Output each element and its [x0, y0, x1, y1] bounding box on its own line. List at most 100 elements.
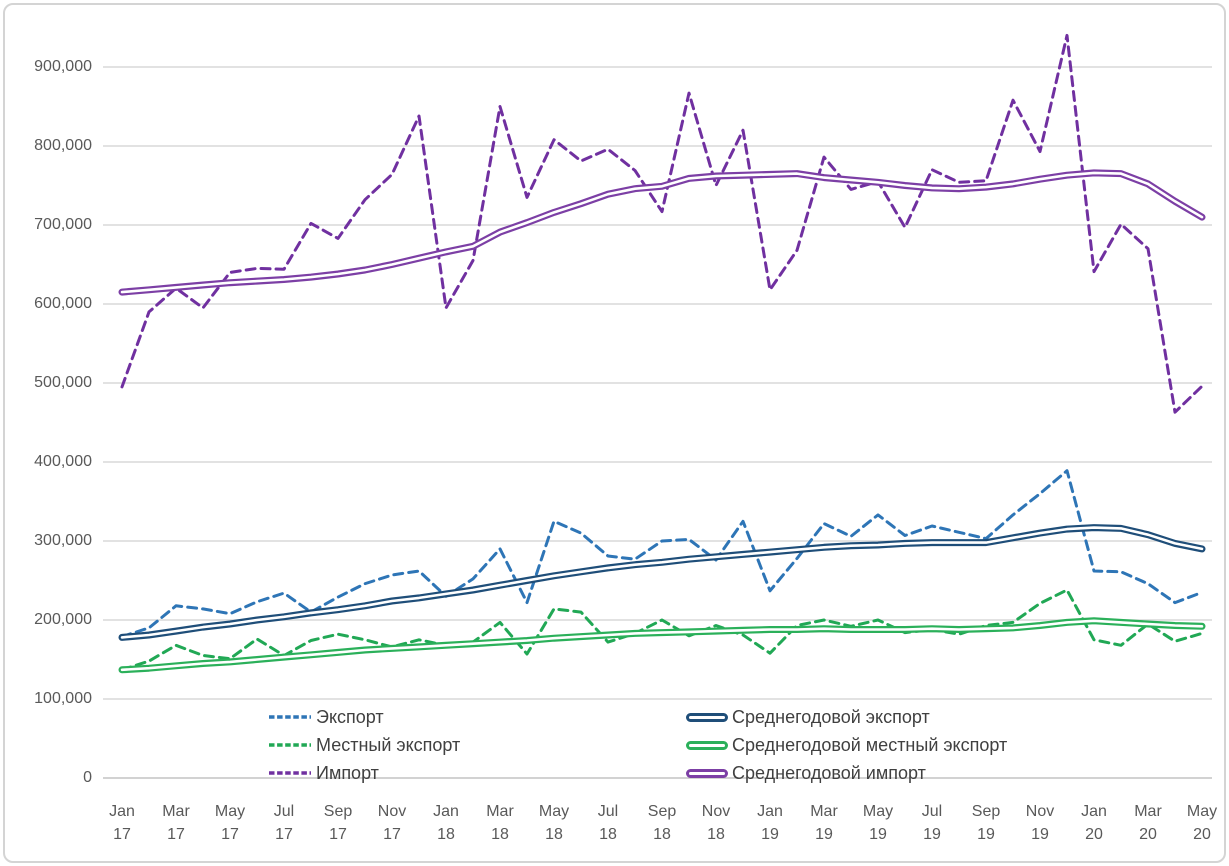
x-axis-label: Mar 20 — [1121, 800, 1175, 846]
x-axis-label: May 18 — [527, 800, 581, 846]
x-axis-label-year: 17 — [113, 826, 131, 843]
avg-import-line — [118, 169, 1206, 296]
x-axis-label-year: 17 — [221, 826, 239, 843]
y-axis-label: 500,000 — [34, 374, 92, 391]
x-axis-label-year: 19 — [869, 826, 887, 843]
x-axis-label-year: 17 — [167, 826, 185, 843]
x-axis-label-month: Mar — [1134, 803, 1162, 820]
x-axis-label-year: 20 — [1085, 826, 1103, 843]
x-axis-label: Jan 17 — [95, 800, 149, 846]
x-axis-label-year: 19 — [815, 826, 833, 843]
avg-import-line-core — [120, 171, 1204, 294]
x-axis-label-year: 18 — [599, 826, 617, 843]
import-line — [120, 33, 1204, 414]
y-axis-label: 900,000 — [34, 58, 92, 75]
x-axis-label-year: 18 — [653, 826, 671, 843]
x-axis-label: Sep 18 — [635, 800, 689, 846]
x-axis-label: Mar 18 — [473, 800, 527, 846]
y-axis-label: 200,000 — [34, 611, 92, 628]
x-axis-label-month: Mar — [486, 803, 514, 820]
x-axis-label-year: 17 — [383, 826, 401, 843]
y-axis-label: 0 — [83, 769, 92, 786]
legend-solid-swatch-icon — [686, 712, 728, 722]
x-axis-label-month: Jul — [597, 803, 619, 820]
y-axis-label: 600,000 — [34, 295, 92, 312]
x-axis-label-month: Sep — [647, 803, 677, 820]
x-axis-label-month: Jul — [921, 803, 943, 820]
x-axis-label-month: Jan — [1081, 803, 1107, 820]
x-axis-label-month: Mar — [810, 803, 838, 820]
legend-label: Среднегодовой импорт — [732, 763, 926, 783]
x-axis-label: Jul 17 — [257, 800, 311, 846]
x-axis-label-year: 18 — [707, 826, 725, 843]
legend-item-avg-import-line: Среднегодовой импорт — [686, 761, 926, 785]
x-axis-label-year: 20 — [1139, 826, 1157, 843]
x-axis-label-year: 18 — [437, 826, 455, 843]
y-axis-label: 800,000 — [34, 137, 92, 154]
legend-item-avg-local-export-line: Среднегодовой местный экспорт — [686, 733, 1007, 757]
x-axis-label: Nov 19 — [1013, 800, 1067, 846]
legend-dashed-swatch-icon — [269, 771, 311, 775]
legend-label: Местный экспорт — [316, 735, 461, 755]
x-axis-label: May 20 — [1175, 800, 1229, 846]
legend-item-import-line: Импорт — [268, 761, 379, 785]
export-line — [120, 469, 1204, 639]
x-axis-label-year: 19 — [761, 826, 779, 843]
x-axis-label: May 19 — [851, 800, 905, 846]
x-axis-label-month: Jan — [433, 803, 459, 820]
x-axis-label: Mar 19 — [797, 800, 851, 846]
x-axis-label: Sep 17 — [311, 800, 365, 846]
x-axis-label-month: Sep — [323, 803, 353, 820]
x-axis-label: Mar 17 — [149, 800, 203, 846]
x-axis-label-month: Jul — [273, 803, 295, 820]
legend-label: Импорт — [316, 763, 379, 783]
x-axis-label-year: 19 — [923, 826, 941, 843]
x-axis-label: Jul 19 — [905, 800, 959, 846]
x-axis-label-month: May — [538, 803, 570, 820]
x-axis-label-month: May — [214, 803, 246, 820]
x-axis-label-month: Nov — [377, 803, 407, 820]
legend-dashed-swatch-icon — [269, 715, 311, 719]
y-axis-label: 300,000 — [34, 532, 92, 549]
x-axis-label-year: 17 — [329, 826, 347, 843]
x-axis-label: Nov 17 — [365, 800, 419, 846]
y-axis-label: 400,000 — [34, 453, 92, 470]
avg-local-export-line-core — [120, 619, 1204, 672]
x-axis-label-year: 19 — [977, 826, 995, 843]
x-axis-label-month: Mar — [162, 803, 190, 820]
legend-label: Среднегодовой экспорт — [732, 707, 930, 727]
legend-item-export-line: Экспорт — [268, 705, 384, 729]
x-axis-label-year: 18 — [545, 826, 563, 843]
x-axis-label: Sep 19 — [959, 800, 1013, 846]
legend-label: Экспорт — [316, 707, 384, 727]
x-axis-label-year: 17 — [275, 826, 293, 843]
x-axis-label-month: Sep — [971, 803, 1001, 820]
y-axis-label: 100,000 — [34, 690, 92, 707]
x-axis-label-month: Jan — [757, 803, 783, 820]
x-axis-label-month: May — [1186, 803, 1218, 820]
x-axis-label-month: Nov — [701, 803, 731, 820]
x-axis-label: Jul 18 — [581, 800, 635, 846]
avg-local-export-line — [118, 617, 1206, 674]
x-axis-label-year: 19 — [1031, 826, 1049, 843]
legend-solid-swatch-icon — [686, 740, 728, 750]
legend-item-local-export-line: Местный экспорт — [268, 733, 460, 757]
x-axis-label-month: Jan — [109, 803, 135, 820]
x-axis-label: Jan 18 — [419, 800, 473, 846]
legend-dashed-swatch-icon — [269, 743, 311, 747]
legend-solid-swatch-icon — [686, 768, 728, 778]
x-axis-label-year: 20 — [1193, 826, 1211, 843]
x-axis-label: Jan 20 — [1067, 800, 1121, 846]
x-axis-label-month: May — [862, 803, 894, 820]
x-axis-label: May 17 — [203, 800, 257, 846]
legend-label: Среднегодовой местный экспорт — [732, 735, 1008, 755]
x-axis-label-month: Nov — [1025, 803, 1055, 820]
avg-export-line-core — [120, 526, 1204, 639]
local-export-line — [120, 588, 1204, 672]
y-axis-label: 700,000 — [34, 216, 92, 233]
x-axis-label-year: 18 — [491, 826, 509, 843]
legend-item-avg-export-line: Среднегодовой экспорт — [686, 705, 930, 729]
x-axis-label: Jan 19 — [743, 800, 797, 846]
